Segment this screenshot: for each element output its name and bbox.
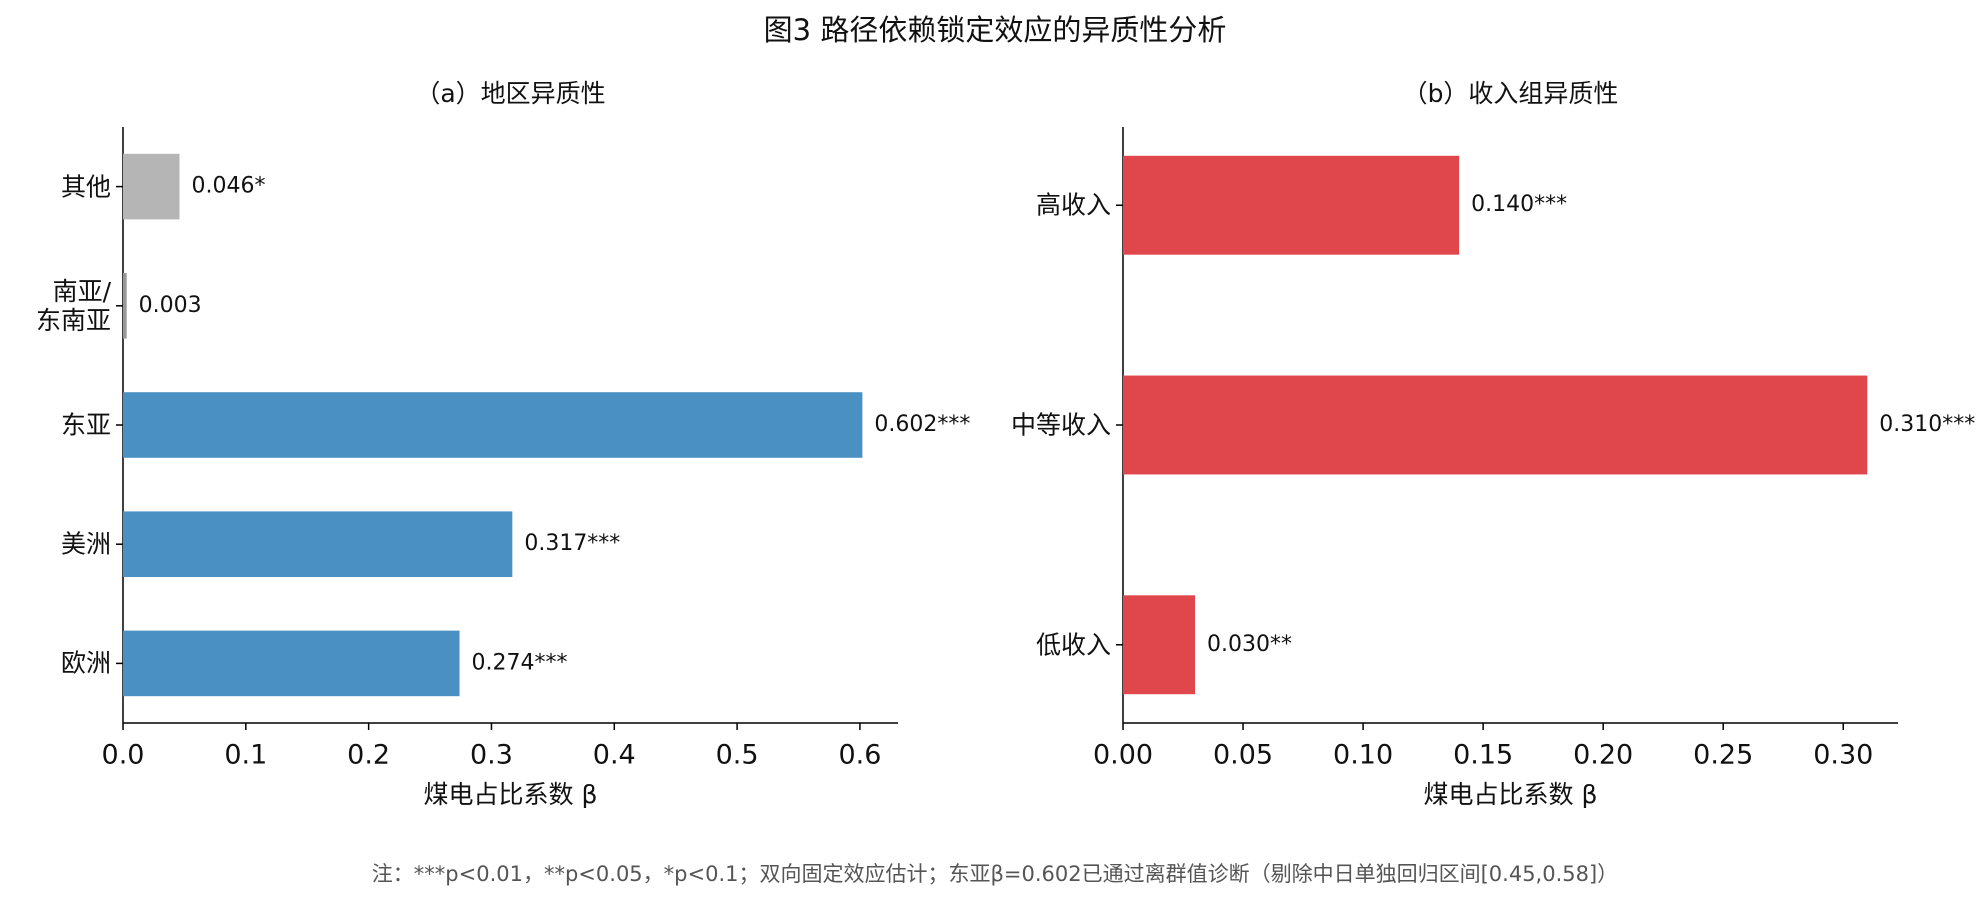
x-tick-label: 0.25	[1693, 740, 1753, 771]
x-tick-label: 0.3	[470, 740, 513, 771]
x-tick-label: 0.0	[102, 740, 145, 771]
x-tick-label: 0.4	[593, 740, 636, 771]
y-tick-label: 美洲	[60, 529, 111, 559]
bar	[1123, 155, 1460, 255]
panel-title: （a）地区异质性	[415, 79, 605, 108]
y-tick-label: 中等收入	[1010, 410, 1111, 440]
bar	[123, 511, 513, 577]
bar	[1123, 375, 1868, 475]
x-tick-label: 0.15	[1453, 740, 1513, 771]
chart-title: 图3 路径依赖锁定效应的异质性分析	[764, 13, 1227, 47]
y-tick-label: 低收入	[1035, 630, 1111, 660]
bar	[123, 630, 460, 697]
y-tick-label: 东亚	[60, 410, 111, 440]
bar	[123, 392, 863, 458]
value-label: 0.046*	[191, 174, 265, 199]
note: 注：***p<0.01，**p<0.05，*p<0.1；双向固定效应估计；东亚β…	[372, 862, 1618, 886]
panel-title: （b）收入组异质性	[1403, 79, 1619, 108]
value-label: 0.003	[139, 293, 202, 318]
x-tick-label: 0.05	[1213, 740, 1273, 771]
x-axis-label: 煤电占比系数 β	[1424, 780, 1598, 809]
value-label: 0.317***	[524, 531, 620, 556]
x-axis-label: 煤电占比系数 β	[424, 780, 598, 809]
value-label: 0.274***	[472, 650, 568, 675]
x-tick-label: 0.00	[1093, 740, 1153, 771]
x-tick-label: 0.5	[716, 740, 759, 771]
x-tick-label: 0.30	[1813, 740, 1873, 771]
bar	[123, 153, 180, 220]
y-tick-label: 其他	[60, 172, 111, 202]
x-tick-label: 0.2	[347, 740, 390, 771]
value-label: 0.140***	[1471, 192, 1567, 217]
value-label: 0.602***	[874, 412, 970, 437]
y-tick-label: 南亚/ 东南亚	[35, 276, 111, 335]
value-label: 0.030**	[1207, 632, 1292, 657]
x-tick-label: 0.20	[1573, 740, 1633, 771]
bar	[123, 273, 127, 339]
y-tick-label: 欧洲	[60, 648, 111, 678]
x-tick-label: 0.1	[224, 740, 267, 771]
x-tick-label: 0.10	[1333, 740, 1393, 771]
y-tick-label: 高收入	[1035, 190, 1111, 220]
value-label: 0.310***	[1879, 412, 1975, 437]
x-tick-label: 0.6	[838, 740, 881, 771]
bar	[1123, 595, 1196, 695]
